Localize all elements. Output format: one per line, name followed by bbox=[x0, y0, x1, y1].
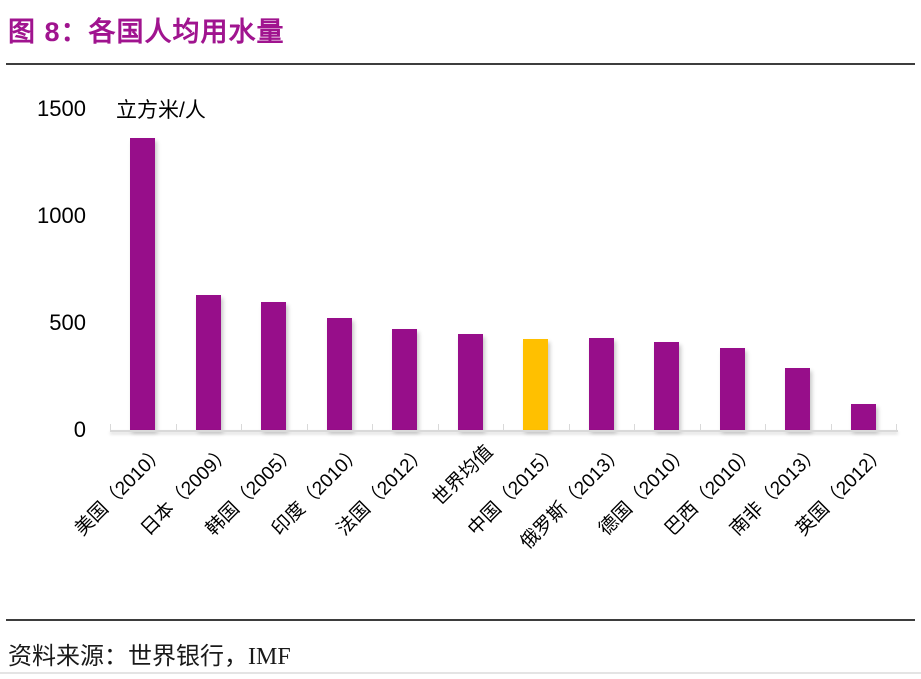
y-axis-tick-label: 1500 bbox=[37, 96, 86, 121]
x-axis-line bbox=[110, 430, 898, 432]
x-axis-tick bbox=[700, 424, 701, 430]
bar-韩国（2005） bbox=[261, 302, 286, 430]
x-axis-tick bbox=[372, 424, 373, 430]
x-axis-tick bbox=[176, 424, 177, 430]
title-separator-line bbox=[6, 63, 915, 65]
x-axis-tick bbox=[765, 424, 766, 430]
x-axis-tick bbox=[110, 424, 111, 430]
x-axis-tick bbox=[438, 424, 439, 430]
bar-巴西（2010） bbox=[720, 348, 745, 430]
x-axis-tick bbox=[634, 424, 635, 430]
source-citation: 资料来源：世界银行，IMF bbox=[8, 644, 291, 670]
chart-title: 图 8：各国人均用水量 bbox=[8, 17, 285, 47]
bar-美国（2010） bbox=[130, 138, 155, 430]
y-axis-unit-label: 立方米/人 bbox=[116, 99, 206, 122]
x-axis-tick bbox=[503, 424, 504, 430]
bar-法国（2012） bbox=[392, 329, 417, 430]
x-axis-tick bbox=[569, 424, 570, 430]
y-axis-tick-label: 500 bbox=[49, 310, 86, 335]
bar-英国（2012） bbox=[851, 404, 876, 430]
page-bottom-edge bbox=[0, 672, 921, 674]
bar-日本（2009） bbox=[196, 295, 221, 430]
y-axis-tick-label: 1000 bbox=[37, 203, 86, 228]
bar-德国（2010） bbox=[654, 342, 679, 430]
bar-俄罗斯（2013） bbox=[589, 338, 614, 430]
bar-世界均值 bbox=[458, 334, 483, 430]
x-axis-tick bbox=[307, 424, 308, 430]
bar-中国（2015） bbox=[523, 339, 548, 430]
x-axis-tick bbox=[831, 424, 832, 430]
bar-南非（2013） bbox=[785, 368, 810, 430]
x-axis-tick bbox=[896, 424, 897, 430]
bar-印度（2010） bbox=[327, 318, 352, 430]
footer-separator-line bbox=[6, 619, 915, 621]
y-axis-tick-label: 0 bbox=[73, 417, 86, 442]
x-axis-tick bbox=[241, 424, 242, 430]
